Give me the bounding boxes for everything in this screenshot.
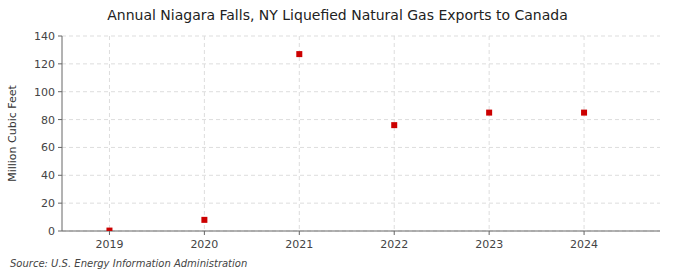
x-tick-label: 2020 — [190, 238, 218, 251]
y-axis-label: Million Cubic Feet — [6, 84, 19, 181]
point — [106, 228, 112, 231]
x-tick — [299, 231, 300, 235]
points — [106, 51, 587, 231]
y-tick-label: 60 — [41, 141, 55, 154]
x-grid-line — [489, 36, 490, 231]
y-tick — [58, 175, 62, 176]
x-tick-label: 2021 — [285, 238, 313, 251]
x-tick-label: 2022 — [380, 238, 408, 251]
point — [296, 51, 302, 57]
page: {"chart_data": {"type": "scatter", "titl… — [0, 0, 675, 275]
y-axis-line — [62, 36, 63, 231]
grid — [62, 36, 660, 231]
x-tick-label: 2024 — [570, 238, 598, 251]
x-grid-line — [299, 36, 300, 231]
y-tick-label: 120 — [34, 58, 55, 71]
y-tick-label: 140 — [34, 30, 55, 43]
y-grid-line — [62, 175, 660, 176]
x-grid-line — [584, 36, 585, 231]
y-grid-line — [62, 36, 660, 37]
point — [201, 217, 207, 223]
point — [486, 110, 492, 116]
x-tick — [584, 231, 585, 235]
y-tick-label: 0 — [48, 225, 55, 238]
y-grid-line — [62, 119, 660, 120]
chart-container: Annual Niagara Falls, NY Liquefied Natur… — [0, 0, 675, 275]
y-tick-label: 40 — [41, 169, 55, 182]
y-tick-label: 20 — [41, 197, 55, 210]
y-tick — [58, 91, 62, 92]
y-grid-line — [62, 91, 660, 92]
title: Annual Niagara Falls, NY Liquefied Natur… — [107, 7, 568, 23]
x-axis-line — [62, 231, 660, 232]
y-grid-line — [62, 63, 660, 64]
point — [581, 110, 587, 116]
x-grid-line — [109, 36, 110, 231]
y-grid-line — [62, 203, 660, 204]
y-tick — [58, 147, 62, 148]
x-tick-label: 2023 — [475, 238, 503, 251]
y-tick-label: 100 — [34, 86, 55, 99]
x-tick-label: 2019 — [95, 238, 123, 251]
y-tick — [58, 203, 62, 204]
y-tick — [58, 231, 62, 232]
source: Source: U.S. Energy Information Administ… — [10, 258, 247, 269]
chart-svg: Annual Niagara Falls, NY Liquefied Natur… — [0, 0, 675, 275]
y-tick — [58, 63, 62, 64]
x-grid-line — [204, 36, 205, 231]
x-tick — [489, 231, 490, 235]
ticks: 0 20 40 60 80 100 120 140 2019 2020 2021 2022 2023 20… — [34, 30, 598, 251]
x-tick — [109, 231, 110, 235]
point — [391, 122, 397, 128]
y-tick — [58, 36, 62, 37]
y-grid-line — [62, 231, 660, 232]
y-tick-label: 80 — [41, 114, 55, 127]
x-tick — [204, 231, 205, 235]
y-tick — [58, 119, 62, 120]
x-grid-line — [394, 36, 395, 231]
y-grid-line — [62, 147, 660, 148]
x-tick — [394, 231, 395, 235]
